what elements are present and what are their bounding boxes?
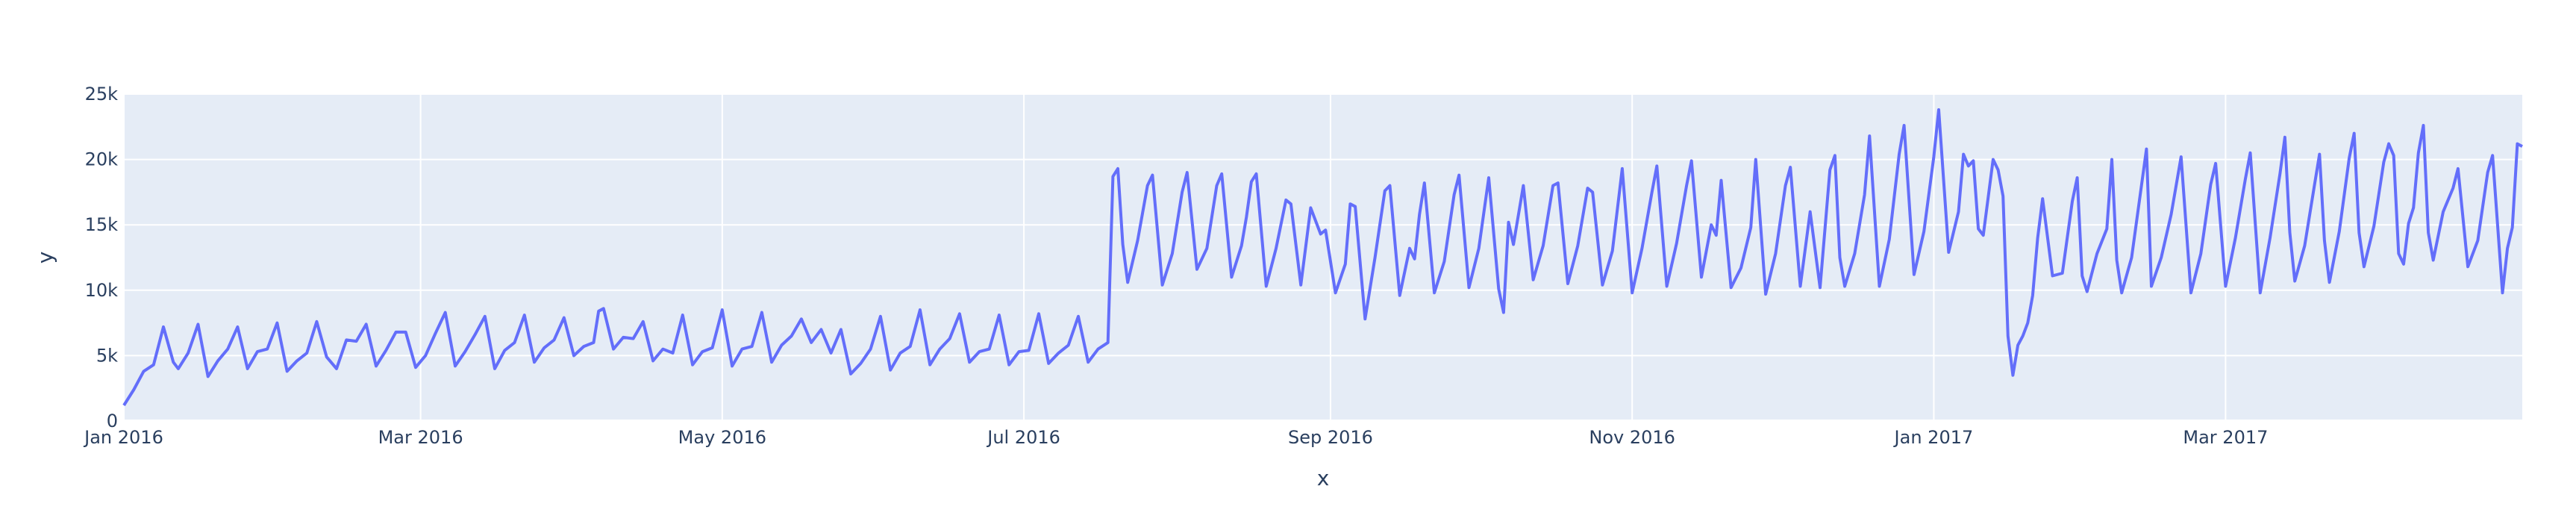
series-line [122,108,2523,407]
y-tick-label: 25k [85,84,119,105]
x-tick-label: Jan 2016 [83,427,163,448]
x-tick-label: Jan 2017 [1893,427,1974,448]
y-tick-label: 10k [85,280,119,301]
x-tick-labels: Jan 2016 Mar 2016 May 2016 Jul 2016 Sep 2016… [83,427,2268,448]
plot-background [124,94,2522,421]
y-tick-label: 20k [85,149,119,170]
x-tick-label: Mar 2017 [2183,427,2268,448]
y-tick-label: 0 [107,411,118,431]
x-tick-label: Sep 2016 [1288,427,1373,448]
y-axis-title: y [33,252,57,264]
x-gridlines [123,94,2227,421]
x-tick-label: Jul 2016 [986,427,1060,448]
x-tick-label: May 2016 [678,427,766,448]
y-tick-label: 5k [96,345,118,366]
y-tick-label: 15k [85,214,119,235]
y-tick-labels: 0 5k 10k 15k 20k 25k [85,84,119,431]
x-axis-title: x [1317,466,1330,490]
x-tick-label: Nov 2016 [1589,427,1675,448]
x-tick-label: Mar 2016 [378,427,463,448]
